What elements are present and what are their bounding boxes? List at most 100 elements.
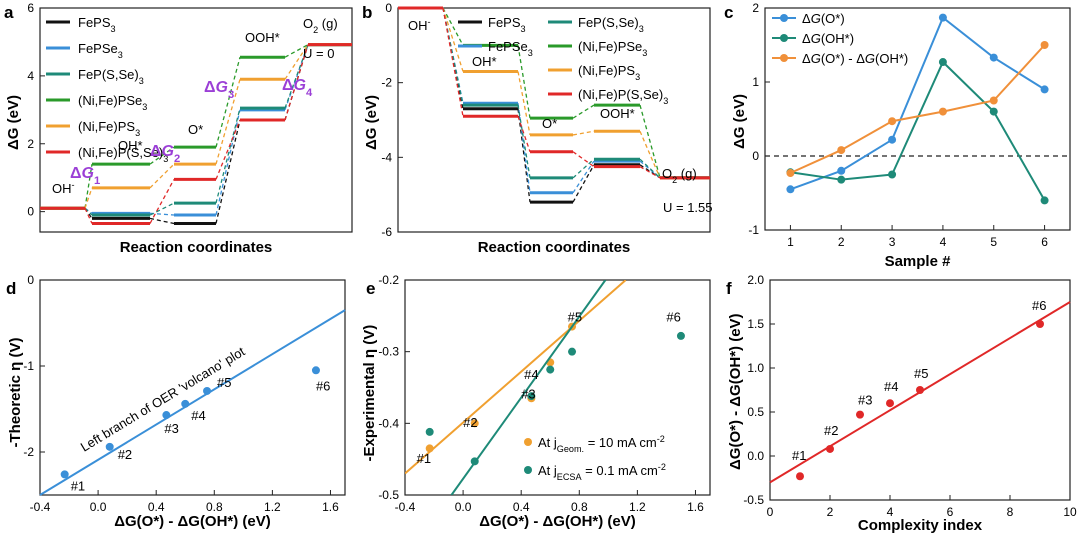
panel-b-connector [517,108,531,203]
label-part: 3 [528,48,533,58]
panel-e-legend-marker [524,438,532,446]
panel-a-connector [215,119,241,180]
label-part: (O*) - Δ [821,51,865,66]
label-part: 2 [313,25,318,35]
x-tick-label: 1.2 [629,500,646,514]
label-part: 3 [639,24,644,34]
x-tick-label: 10 [1063,505,1077,519]
x-tick-label: 1.6 [687,500,704,514]
label-part: OH* [118,138,143,153]
y-tick-label: -1 [23,359,34,373]
label-part: (Ni,Fe)PS [578,63,635,78]
label-part: 3 [163,154,168,164]
x-tick-label: 0.4 [513,500,530,514]
panel-c-point [1040,41,1049,49]
label-part: (OH*) [821,31,854,46]
y-tick-label: 2 [752,1,759,15]
y-tick-label: 2.0 [747,273,764,287]
label-part: FeP(S,Se) [578,15,639,30]
panel-f-point-label: #2 [824,423,838,438]
y-tick-label: 1.0 [747,361,764,375]
panel-d-frame [39,279,346,496]
label-part: Δ [70,165,82,182]
panel-f-point-label: #6 [1032,298,1046,313]
panel-d-point-label: #1 [71,478,85,493]
panel-d-xlabel: ΔG(O*) - ΔG(OH*) (eV) [114,513,271,530]
y-tick-label: -2 [23,445,34,459]
label-part: 3 [635,72,640,82]
panel-e-legend-marker [524,466,532,474]
label-part: O* [188,122,203,137]
panel-c-legend-marker [780,34,788,42]
panel-b-connector [639,158,661,179]
panel-a-state-oh: OH* [118,138,143,153]
panel-a-connector [284,44,309,121]
panel-f-point-label: #3 [858,393,872,408]
label-part: G [162,143,174,160]
panel-b-connector [639,164,661,179]
label-part: FePS [488,15,521,30]
label-part: Δ [204,79,216,96]
panel-a-step-label: ΔG3 [204,79,234,101]
label-part: (g) [677,166,697,181]
panel-b-connector [572,130,595,136]
label-part: Geom. [557,444,584,454]
panel-f-point-label: #4 [884,379,898,394]
y-tick-label: 2 [27,137,34,151]
panel-a-ylabel: ΔG (eV) [5,95,22,150]
panel-c-point [786,169,795,178]
panel-f-point [856,410,864,419]
label-part: (Ni,Fe)P(S,Se) [578,87,663,102]
panel-b-connector [517,103,531,193]
label-part: 3 [139,76,144,86]
panel-c-label: c [724,3,733,22]
label-part: 3 [118,50,123,60]
panel-a-connector [84,187,93,209]
panel-d-point [162,411,171,420]
panel-d-point-label: #3 [164,421,178,436]
panel-a-connector [284,44,309,111]
panel-f-point [826,444,834,453]
panel-b-state-oh: OH* [472,54,497,69]
panel-d-point [311,366,320,375]
panel-e-point-label: #5 [568,310,582,325]
panel-e-point-label: #2 [463,415,477,430]
panel-d-point [181,399,190,408]
x-tick-label: 0.8 [571,500,588,514]
label-part: 2 [672,175,677,185]
label-part: 3 [663,96,668,106]
panel-c-legend-marker [780,14,788,22]
panel-b-state-ohminus: OH- [408,17,431,33]
x-tick-label: 5 [990,235,997,249]
label-part: 1 [94,175,100,187]
panel-a-frame [39,7,353,233]
panel-f-frame [769,279,1071,501]
y-tick-label: -6 [381,225,392,239]
x-tick-label: 0.4 [148,500,165,514]
panel-c-point [938,107,947,116]
x-tick-label: 2 [827,505,834,519]
label-part: Δ [802,11,811,26]
label-part: 3 [521,24,526,34]
x-tick-label: 1.2 [264,500,281,514]
panel-e-point [470,457,479,466]
panel-a-legend-entry: (Ni,Fe)PSe3 [78,93,147,112]
panel-b-legend-entry: FePSe3 [488,39,533,58]
panel-c-series-line [790,60,1046,201]
panel-c-series-line [790,44,1046,174]
panel-a-connector [149,146,175,165]
label-part: O [662,166,672,181]
panel-b-connector [517,116,531,152]
panel-c-legend-entry: ΔG(O*) - ΔG(OH*) [802,51,908,66]
panel-a-state-ooh: OOH* [245,30,280,45]
panel-b-legend-entry: FePS3 [488,15,526,34]
x-tick-label: 2 [838,235,845,249]
panel-d-point [105,442,114,451]
label-part: O* [542,116,557,131]
panel-b-state-ooh: OOH* [600,106,635,121]
label-part: 3 [642,48,647,58]
y-tick-label: -4 [381,150,392,164]
panel-d-point-label: #4 [191,408,205,423]
panel-a-legend-entry: FePSe3 [78,41,123,60]
panel-f-point [886,399,894,408]
